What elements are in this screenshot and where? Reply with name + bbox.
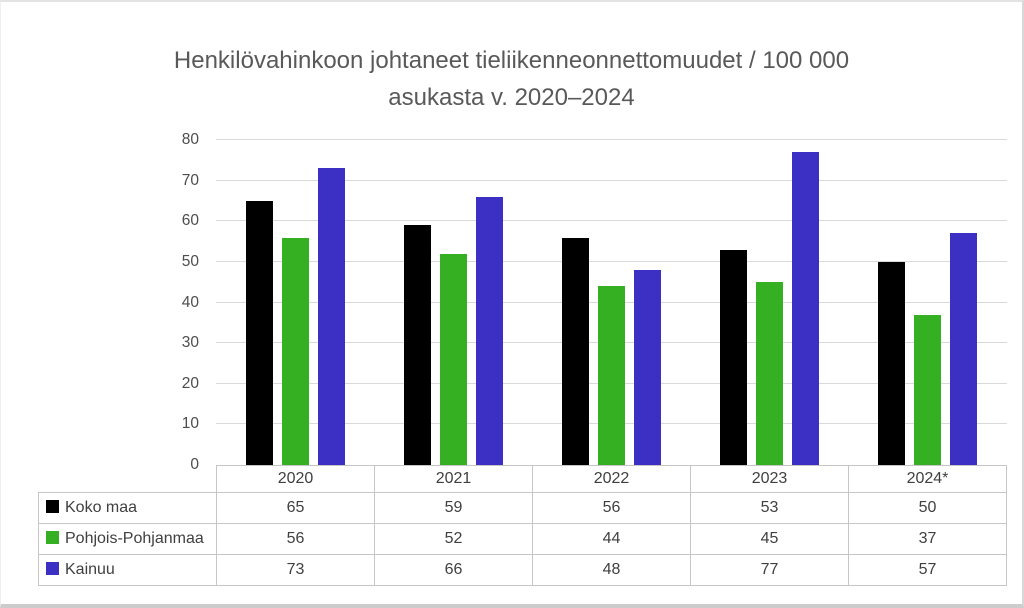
bar-kainuu-2022 [634, 270, 661, 465]
gridline-60 [216, 220, 1007, 222]
value-kainuu-2024: 57 [848, 554, 1007, 586]
bar-group-2024 [849, 140, 1007, 465]
value-koko-maa-2024: 50 [848, 492, 1007, 524]
bar-pohjois-pohjanmaa-2022 [598, 286, 625, 465]
y-tick-label-10: 10 [181, 415, 199, 433]
value-kainuu-2020: 73 [216, 554, 375, 586]
bar-pohjois-pohjanmaa-2023 [756, 282, 784, 465]
bar-group-2023 [691, 140, 849, 465]
bar-koko-maa-2024 [878, 261, 906, 465]
value-pohjois-pohjanmaa-2022: 44 [532, 523, 691, 555]
chart-title-line-1: Henkilövahinkoon johtaneet tieliikenneon… [173, 47, 850, 74]
bar-kainuu-2023 [792, 152, 820, 465]
y-axis: 0 10 20 30 40 50 60 70 80 [147, 131, 199, 473]
bar-kainuu-2020 [317, 168, 345, 465]
bar-koko-maa-2023 [720, 249, 748, 465]
y-tick-label-60: 60 [181, 212, 199, 230]
table-row-pohjois-pohjanmaa: Pohjois-Pohjanmaa 56 52 44 45 37 [38, 523, 1007, 555]
legend-label-koko-maa: Koko maa [65, 499, 138, 516]
value-pohjois-pohjanmaa-2020: 56 [216, 523, 375, 555]
bar-pohjois-pohjanmaa-2021 [439, 253, 467, 465]
value-koko-maa-2020: 65 [216, 492, 375, 524]
value-pohjois-pohjanmaa-2023: 45 [690, 523, 849, 555]
bar-groups [216, 140, 1007, 465]
legend-swatch-kainuu [46, 562, 59, 575]
table-corner-cell [39, 466, 217, 493]
value-koko-maa-2023: 53 [690, 492, 849, 524]
legend-cell-koko-maa: Koko maa [38, 492, 217, 524]
value-pohjois-pohjanmaa-2024: 37 [848, 523, 1007, 555]
bar-group-2022 [532, 140, 690, 465]
value-pohjois-pohjanmaa-2021: 52 [374, 523, 533, 555]
y-tick-label-70: 70 [181, 171, 199, 189]
bar-pohjois-pohjanmaa-2020 [281, 237, 309, 465]
chart-title-line-2: asukasta v. 2020–2024 [388, 84, 635, 111]
value-kainuu-2021: 66 [374, 554, 533, 586]
gridline-50 [216, 260, 1007, 262]
legend-swatch-koko-maa [46, 500, 59, 513]
value-kainuu-2023: 77 [690, 554, 849, 586]
year-header-2020: 2020 [216, 465, 375, 493]
table-row-koko-maa: Koko maa 65 59 56 53 50 [38, 492, 1007, 524]
y-tick-label-50: 50 [181, 252, 199, 270]
bar-group-2021 [374, 140, 532, 465]
year-header-2021: 2021 [374, 465, 533, 493]
gridline-80 [216, 139, 1007, 140]
legend-cell-kainuu: Kainuu [38, 554, 217, 586]
value-kainuu-2022: 48 [532, 554, 691, 586]
y-tick-label-30: 30 [181, 334, 199, 352]
y-tick-label-20: 20 [181, 374, 199, 392]
bar-koko-maa-2020 [245, 200, 273, 465]
table-header-row: 2020 2021 2022 2023 2024* [39, 465, 1007, 493]
bar-kainuu-2021 [475, 196, 503, 465]
year-header-2024: 2024* [848, 465, 1007, 493]
bar-koko-maa-2021 [403, 225, 431, 465]
y-tick-label-0: 0 [190, 456, 199, 473]
plot-area [216, 139, 1007, 465]
legend-swatch-pohjois-pohjanmaa [46, 531, 59, 544]
gridline-70 [216, 179, 1007, 181]
value-koko-maa-2022: 56 [532, 492, 691, 524]
year-header-2023: 2023 [690, 465, 849, 493]
value-koko-maa-2021: 59 [374, 492, 533, 524]
year-header-2022: 2022 [532, 465, 691, 493]
bar-koko-maa-2022 [562, 237, 589, 465]
data-table: 2020 2021 2022 2023 2024* Koko maa 65 59… [38, 465, 1007, 586]
chart-title: Henkilövahinkoon johtaneet tieliikenneon… [1, 42, 1022, 116]
y-tick-label-40: 40 [181, 293, 199, 311]
y-tick-label-80: 80 [181, 131, 199, 148]
bar-kainuu-2024 [950, 233, 978, 465]
table-row-kainuu: Kainuu 73 66 48 77 57 [38, 554, 1007, 586]
bar-pohjois-pohjanmaa-2024 [914, 314, 942, 465]
legend-label-pohjois-pohjanmaa: Pohjois-Pohjanmaa [65, 530, 204, 547]
legend-cell-pohjois-pohjanmaa: Pohjois-Pohjanmaa [38, 523, 217, 555]
bar-group-2020 [216, 140, 374, 465]
legend-label-kainuu: Kainuu [65, 561, 115, 578]
